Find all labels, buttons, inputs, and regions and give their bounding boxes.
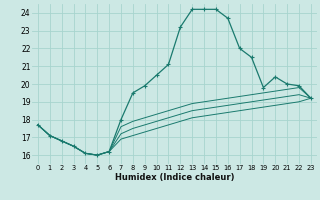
X-axis label: Humidex (Indice chaleur): Humidex (Indice chaleur) bbox=[115, 173, 234, 182]
